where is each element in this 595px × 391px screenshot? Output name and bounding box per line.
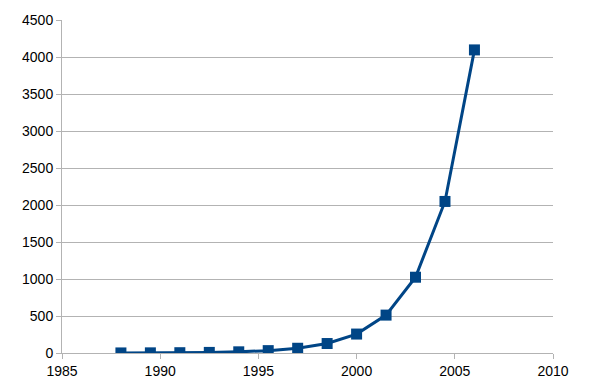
svg-text:2010: 2010	[537, 363, 568, 379]
svg-text:500: 500	[30, 308, 54, 324]
svg-text:0: 0	[45, 345, 53, 361]
svg-text:2000: 2000	[22, 197, 53, 213]
svg-text:3500: 3500	[22, 86, 53, 102]
svg-text:1500: 1500	[22, 234, 53, 250]
svg-text:2000: 2000	[341, 363, 372, 379]
svg-text:1985: 1985	[46, 363, 77, 379]
svg-text:3000: 3000	[22, 123, 53, 139]
svg-text:4000: 4000	[22, 49, 53, 65]
svg-text:1990: 1990	[145, 363, 176, 379]
svg-text:2500: 2500	[22, 160, 53, 176]
svg-text:4500: 4500	[22, 12, 53, 28]
svg-text:1000: 1000	[22, 271, 53, 287]
svg-text:1995: 1995	[243, 363, 274, 379]
svg-text:2005: 2005	[439, 363, 470, 379]
